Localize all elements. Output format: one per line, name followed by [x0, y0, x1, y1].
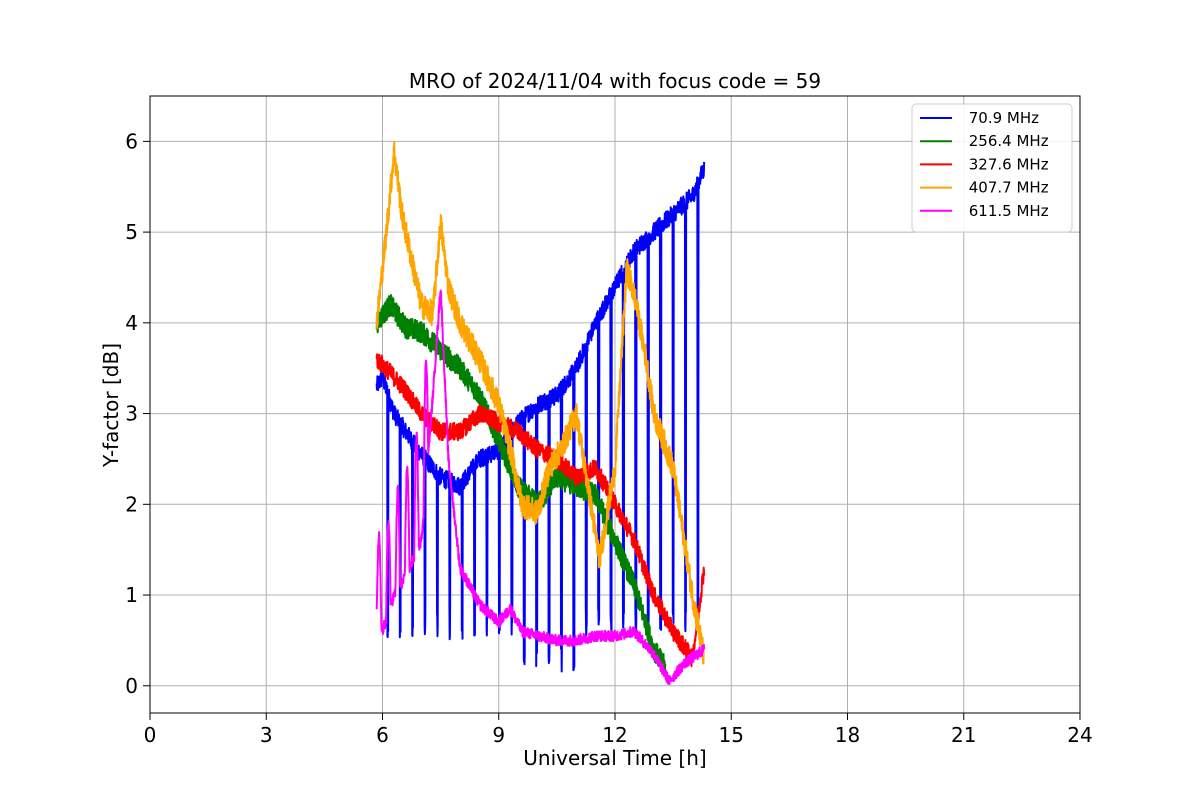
x-tick-label: 12 [602, 723, 627, 747]
x-tick-label: 15 [719, 723, 744, 747]
legend-label: 70.9 MHz [964, 109, 1039, 127]
legend-label: 407.7 MHz [964, 179, 1049, 197]
plot-area [375, 140, 706, 686]
legend-label: 256.4 MHz [964, 132, 1049, 150]
y-tick-label: 6 [125, 129, 138, 153]
y-tick-label: 5 [125, 220, 138, 244]
chart-title: MRO of 2024/11/04 with focus code = 59 [409, 69, 821, 93]
legend: 70.9 MHz 256.4 MHz 327.6 MHz 407.7 MHz 6… [911, 103, 1073, 233]
x-axis-label: Universal Time [h] [523, 746, 706, 770]
x-tick-label: 6 [376, 723, 389, 747]
y-tick-label: 1 [125, 583, 138, 607]
series-layer [375, 140, 706, 686]
legend-label: 327.6 MHz [964, 155, 1049, 173]
series-line-1 [375, 161, 706, 673]
x-tick-label: 21 [951, 723, 976, 747]
x-tick-label: 0 [144, 723, 157, 747]
x-axis-ticks: 0 3 6 9 12 15 18 21 24 [144, 713, 1093, 747]
series-line-4 [375, 140, 706, 665]
y-axis-label: Y-factor [dB] [99, 343, 123, 468]
x-tick-label: 9 [492, 723, 505, 747]
legend-box [911, 103, 1073, 233]
x-tick-label: 24 [1067, 723, 1092, 747]
x-tick-label: 18 [835, 723, 860, 747]
y-tick-label: 2 [125, 492, 138, 516]
y-tick-label: 0 [125, 674, 138, 698]
y-tick-label: 4 [125, 311, 138, 335]
y-axis-ticks: 0 1 2 3 4 5 6 [125, 129, 150, 698]
series-line-5 [375, 289, 706, 686]
y-tick-label: 3 [125, 402, 138, 426]
x-tick-label: 3 [260, 723, 273, 747]
legend-label: 611.5 MHz [964, 202, 1049, 220]
